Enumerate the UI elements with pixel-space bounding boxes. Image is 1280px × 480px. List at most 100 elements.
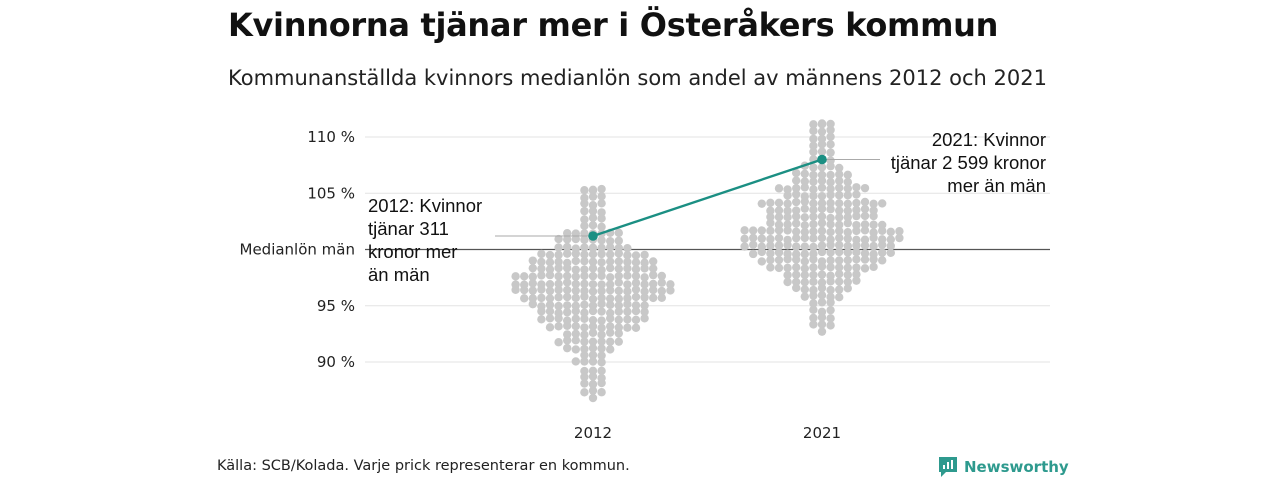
dot-2012 — [640, 258, 649, 267]
dot-2012 — [597, 236, 606, 245]
dot-2012 — [580, 357, 589, 366]
dot-2021 — [809, 255, 818, 264]
dot-2021 — [817, 183, 827, 192]
dot-2012 — [623, 307, 632, 316]
dot-2012 — [588, 294, 598, 304]
dot-2021 — [886, 227, 895, 237]
dot-2021 — [809, 299, 818, 308]
dot-2021 — [792, 212, 801, 221]
dot-2012 — [631, 315, 641, 325]
dot-2012 — [597, 330, 606, 339]
dot-2012 — [597, 316, 606, 325]
source-note: Källa: SCB/Kolada. Varje prick represent… — [217, 458, 630, 474]
dot-2012 — [537, 271, 546, 280]
dot-2021 — [809, 170, 818, 180]
dot-2012 — [580, 250, 589, 259]
dot-2021 — [817, 298, 827, 307]
dot-2021 — [843, 263, 852, 272]
dot-2021 — [843, 199, 852, 209]
dot-2012 — [606, 314, 615, 323]
dot-2021 — [835, 277, 844, 286]
dot-2021 — [749, 240, 758, 249]
dot-2012 — [640, 264, 649, 273]
dot-2012 — [640, 250, 649, 260]
dot-2021 — [860, 249, 870, 258]
dot-2021 — [800, 197, 809, 206]
dot-2021 — [809, 134, 818, 144]
dot-2021 — [817, 147, 827, 156]
dot-2012 — [580, 337, 589, 346]
dot-2021 — [886, 241, 895, 251]
dot-2021 — [809, 277, 818, 286]
dot-2021 — [860, 241, 870, 250]
dot-2021 — [843, 228, 852, 237]
dot-2012 — [580, 308, 589, 317]
dot-2012 — [597, 208, 606, 217]
dot-2021 — [800, 183, 809, 192]
annotation-2012-line: tjänar 311 — [368, 218, 449, 239]
dot-2021 — [783, 213, 792, 222]
dot-2012 — [545, 258, 555, 267]
dot-2012 — [580, 366, 589, 376]
dot-2012 — [631, 292, 641, 302]
dot-2021 — [783, 240, 792, 250]
dot-2021 — [817, 320, 827, 329]
dot-2021 — [826, 148, 835, 157]
dot-2012 — [588, 350, 598, 360]
dot-2021 — [895, 227, 904, 236]
dot-2012 — [528, 263, 537, 273]
dot-2012 — [614, 236, 623, 245]
dot-2021 — [835, 163, 844, 173]
dot-2021 — [817, 270, 827, 279]
dot-2012 — [563, 271, 572, 281]
dot-2012 — [666, 280, 675, 289]
dot-2021 — [757, 247, 766, 257]
dot-2021 — [835, 269, 844, 279]
dot-2021 — [869, 211, 878, 221]
dot-2012 — [580, 388, 589, 397]
dot-2021 — [826, 213, 835, 223]
dot-2012 — [554, 263, 563, 273]
dot-2021 — [826, 119, 835, 129]
dot-2021 — [852, 248, 861, 257]
dot-2021 — [809, 291, 818, 300]
dot-2012 — [580, 215, 589, 224]
dot-2021 — [835, 233, 844, 243]
dot-2012 — [554, 234, 563, 244]
dot-2012 — [631, 301, 641, 310]
dot-2021 — [809, 220, 818, 229]
dot-2021 — [826, 256, 835, 265]
dot-2021 — [852, 263, 861, 272]
dot-2021 — [835, 213, 844, 222]
chart-subtitle: Kommunanställda kvinnors medianlön som a… — [228, 66, 1047, 90]
dot-2012 — [563, 263, 572, 273]
annotation-2021-line: 2021: Kvinnor — [932, 129, 1046, 150]
dot-2021 — [852, 255, 861, 264]
dot-2021 — [817, 191, 827, 201]
dot-2021 — [817, 170, 827, 180]
dot-2012 — [631, 265, 641, 274]
dot-2012 — [588, 357, 598, 366]
dot-2012 — [606, 250, 615, 259]
dot-2021 — [826, 220, 835, 229]
dot-2021 — [809, 141, 818, 150]
dot-2012 — [597, 258, 606, 267]
dot-2012 — [580, 186, 589, 195]
dot-2021 — [869, 262, 878, 272]
dot-2021 — [817, 283, 827, 293]
dot-2012 — [571, 293, 580, 303]
dot-2012 — [563, 330, 572, 339]
dot-2021 — [783, 220, 792, 229]
dot-2021 — [749, 226, 758, 235]
dot-2012 — [563, 308, 572, 317]
dot-2021 — [860, 255, 870, 264]
dot-2012 — [588, 393, 598, 403]
dot-2012 — [606, 345, 615, 354]
dot-2021 — [809, 242, 818, 252]
dot-2012 — [588, 220, 598, 230]
dot-2021 — [792, 190, 801, 199]
dot-2012 — [597, 271, 606, 281]
dot-2012 — [580, 292, 589, 301]
dot-2012 — [528, 272, 537, 281]
